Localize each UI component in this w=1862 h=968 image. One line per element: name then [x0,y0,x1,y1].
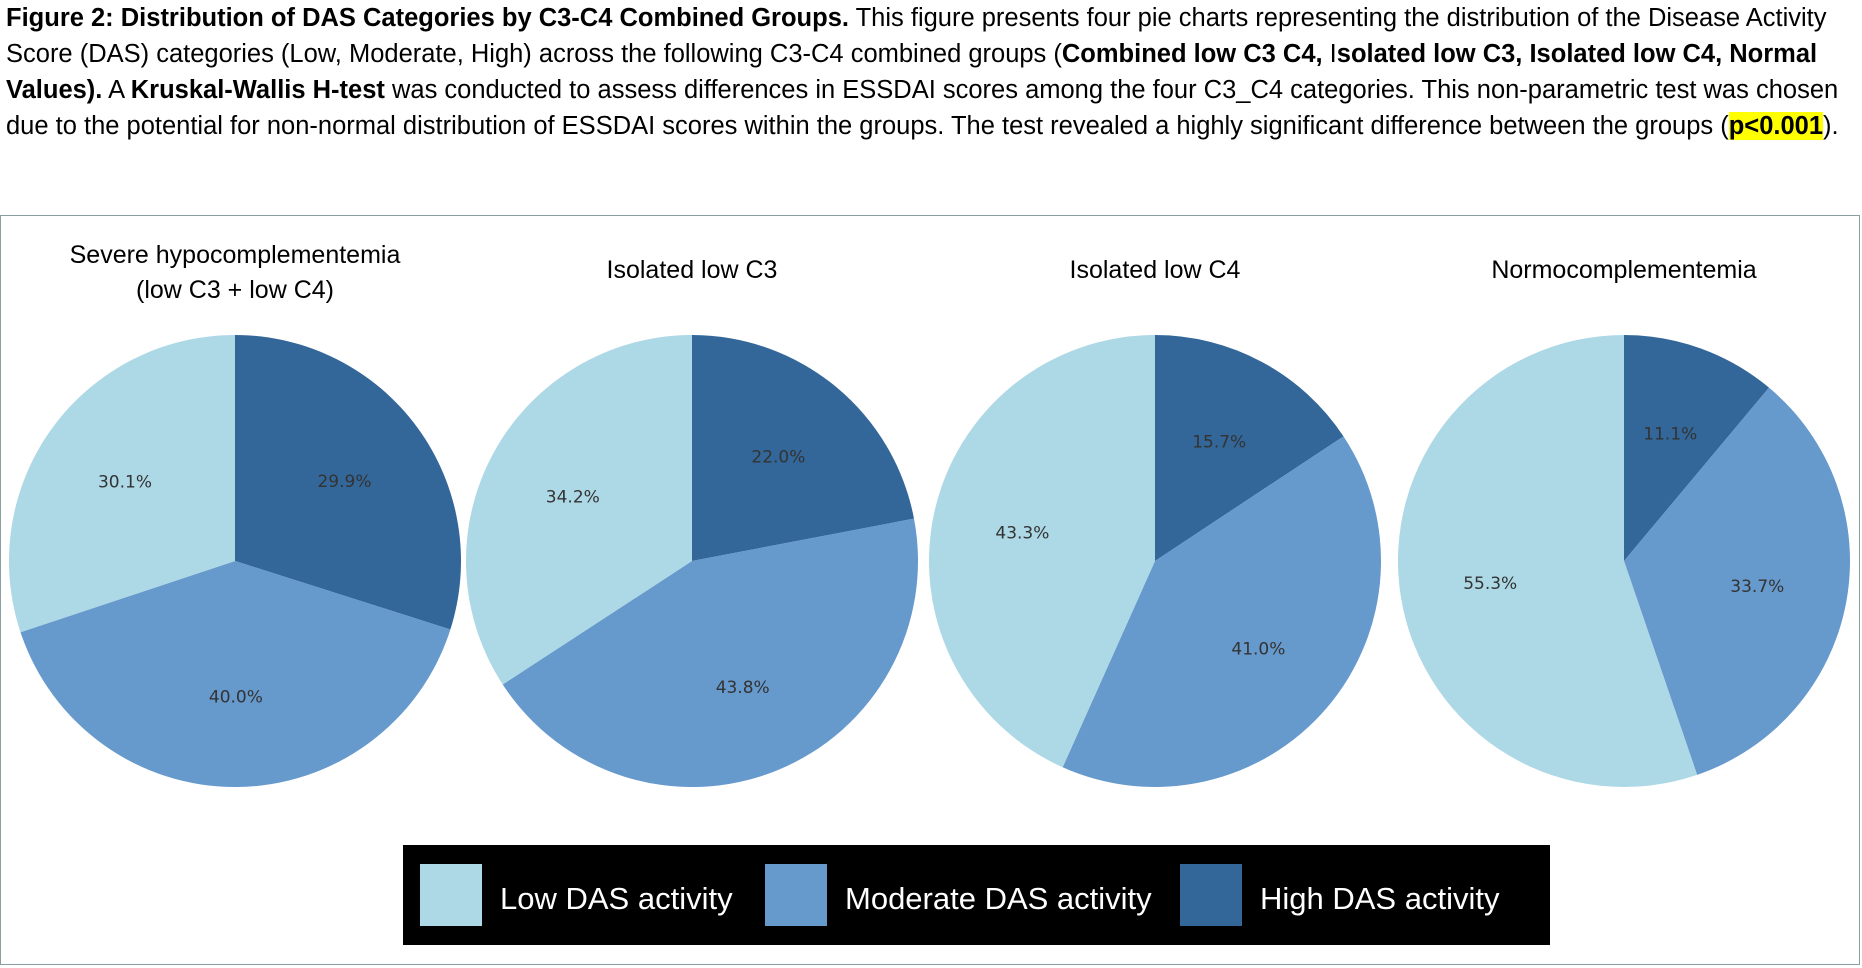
pie-chart-3: Isolated low C4 15.7% 41.0% 43.3% [929,256,1381,787]
pie-title-line: Normocomplementemia [1491,256,1756,284]
pie-chart-2: Isolated low C3 22.0% 43.8% 34.2% [465,256,919,788]
legend-label-high: High DAS activity [1260,881,1500,916]
legend-label-low: Low DAS activity [500,881,733,916]
pie-label-high: 11.1% [1643,425,1697,445]
pie-slice-low [929,335,1155,768]
caption-bold-test: Kruskal-Wallis H-test [130,76,385,104]
pie-slice-moderate [1062,436,1381,787]
pie-label-moderate: 41.0% [1231,640,1285,660]
pie-slice-moderate [502,518,919,788]
caption-figure-label: Figure 2: Distribution of DAS Categories… [6,4,849,32]
chart-frame [0,215,1860,965]
pie-slice-moderate [1624,387,1851,775]
legend-background [403,845,1550,945]
pie-slice-moderate [20,561,451,788]
pie-chart-4: Normocomplementemia 11.1% 33.7% 55.3% [1397,256,1851,787]
caption-text-5: ). [1823,112,1839,140]
caption-bold-groups-1: Combined low C3 C4, [1061,40,1323,68]
pie-label-moderate: 43.8% [716,678,770,698]
legend-swatch-high [1180,864,1242,926]
pie-label-low: 43.3% [995,524,1049,544]
pie-label-moderate: 33.7% [1730,577,1784,597]
pie-title-line: Isolated low C4 [1070,256,1241,284]
caption-text-4: was conducted to assess differences in E… [6,76,1839,140]
pie-label-low: 55.3% [1463,574,1517,594]
caption-text-1: This figure presents four pie charts rep… [6,4,1827,68]
pie-slice-high [235,335,461,630]
pie-slice-low [8,335,235,633]
legend-swatch-moderate [765,864,827,926]
caption-bold-groups-2: solated low C3, Isolated low C4, Normal … [6,40,1818,104]
pie-chart-1: Severe hypocomplementemia (low C3 + low C… [8,241,461,788]
pie-label-moderate: 40.0% [209,688,263,708]
legend-swatch-low [420,864,482,926]
legend: Low DAS activity Moderate DAS activity Hig… [403,845,1550,945]
pie-label-high: 29.9% [317,472,371,492]
pie-title-line: Isolated low C3 [607,256,778,284]
pie-slice-low [1397,335,1698,787]
caption-text-3: A [102,76,131,104]
pie-slice-high [1624,335,1770,561]
pie-title-line: (low C3 + low C4) [136,276,334,304]
figure-caption: Figure 2: Distribution of DAS Categories… [6,0,1856,144]
pie-slice-low [465,335,692,685]
pie-slice-high [1155,335,1344,561]
pie-label-low: 34.2% [546,487,600,507]
pie-slice-high [692,335,914,561]
caption-text-2: I [1322,40,1337,68]
pie-label-high: 15.7% [1192,433,1246,453]
legend-label-moderate: Moderate DAS activity [845,881,1152,916]
caption-pvalue: p<0.001 [1728,112,1824,140]
pie-label-low: 30.1% [98,473,152,493]
pie-label-high: 22.0% [751,448,805,468]
pie-title-line: Severe hypocomplementemia [70,241,401,269]
